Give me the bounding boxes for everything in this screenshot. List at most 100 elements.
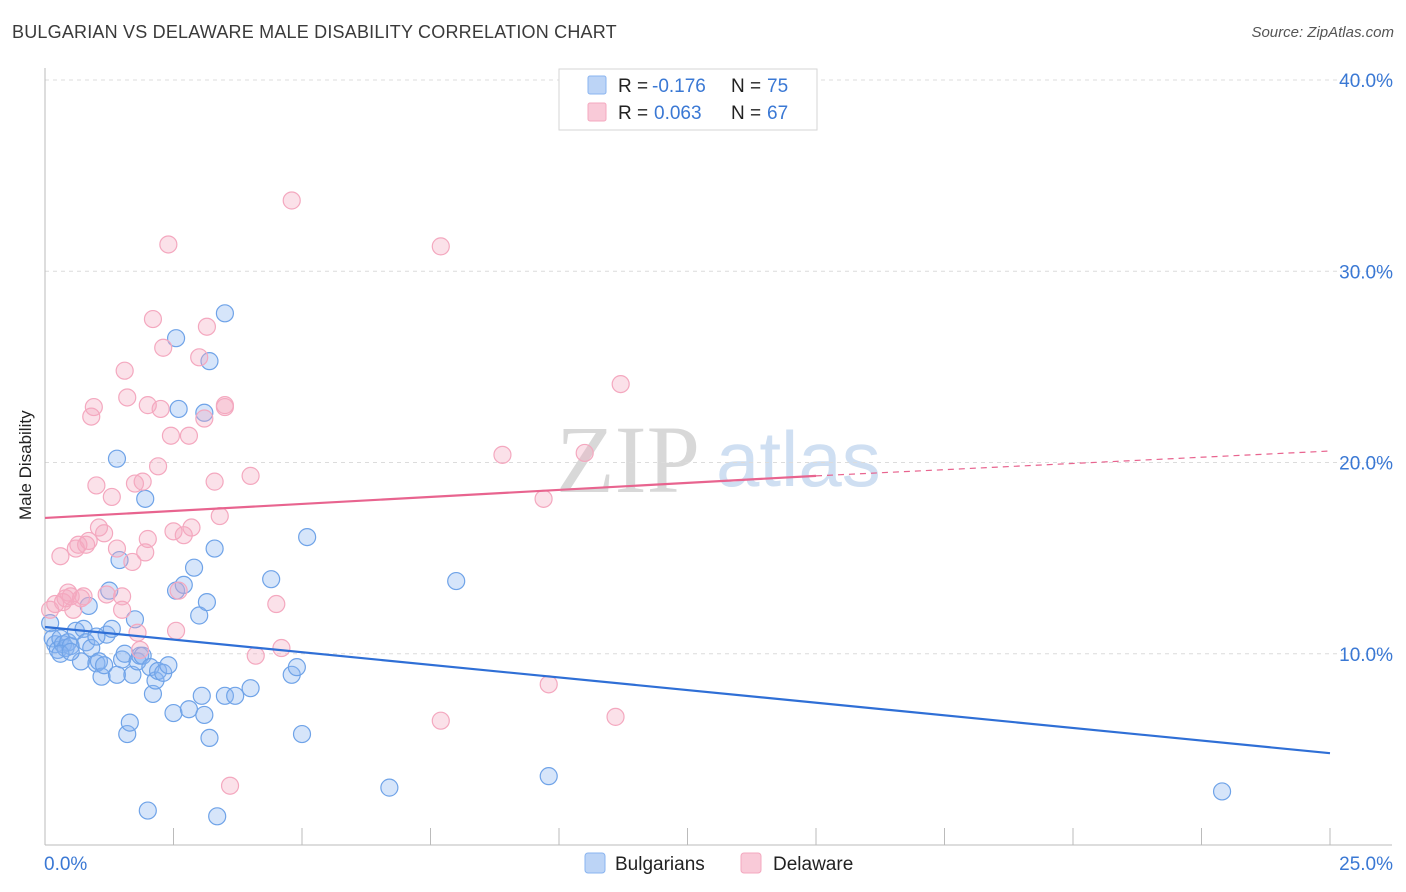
delaware-point [282, 191, 301, 210]
bulgarians-point [226, 686, 245, 705]
grid [45, 79, 1392, 655]
delaware-point [143, 309, 163, 329]
delaware-point [69, 535, 88, 554]
delaware-point [611, 374, 630, 394]
bulgarians-point [174, 575, 193, 595]
tick-labels: 40.0% 30.0% 20.0% 10.0% 0.0% 25.0% [44, 71, 1393, 875]
delaware-point [195, 409, 214, 428]
y-tick-label: 20.0% [1339, 454, 1393, 475]
bulgarians-point [215, 686, 234, 705]
delaware-point [130, 640, 150, 660]
delaware-point [138, 529, 157, 549]
delaware-point [154, 338, 173, 357]
delaware-point [136, 543, 155, 562]
legend-r-value-1: -0.176 [652, 76, 706, 97]
legend-n-value-1: 75 [767, 76, 788, 97]
legend-r-label-1: R = [618, 76, 648, 97]
bulgarians-point [164, 703, 183, 723]
delaware-point [133, 472, 152, 491]
bulgarians-point [190, 606, 209, 625]
delaware-point [606, 707, 625, 726]
delaware-point [87, 476, 106, 495]
delaware-point [112, 587, 132, 606]
delaware-point [205, 472, 224, 491]
bulgarians-point [380, 778, 399, 797]
delaware-point [159, 235, 178, 254]
bulgarians-point [118, 724, 137, 744]
bulgarians-point [197, 593, 217, 612]
delaware-point [148, 457, 168, 476]
delaware-point [179, 426, 199, 445]
bulgarians-point [95, 656, 114, 675]
bulgarians-point [292, 724, 312, 744]
bulgarians-point [447, 571, 466, 591]
bulgarians-point [195, 403, 214, 422]
watermark-atlas: atlas [716, 415, 881, 503]
bulgarians-point [215, 304, 234, 323]
bulgarians-point [205, 539, 224, 558]
bulgarians-point [77, 633, 96, 652]
delaware-point [107, 539, 127, 558]
bulgarians-point [61, 642, 80, 661]
delaware-point [534, 489, 553, 508]
bulgarians-point [241, 679, 260, 698]
delaware-point [118, 388, 137, 407]
legend-n-label-1: N = [731, 76, 761, 97]
bulgarians-point [195, 705, 214, 725]
bulgarians-point [192, 686, 211, 705]
delaware-point [272, 638, 291, 658]
delaware-point [431, 237, 450, 256]
bulgarians-point [123, 665, 142, 684]
bulgarians-point [184, 558, 204, 577]
delaware-point [493, 445, 512, 464]
delaware-trend-line [44, 474, 817, 520]
delaware-points [41, 191, 630, 795]
watermark-zip: ZIP [556, 406, 700, 513]
legend-bottom-swatch-bulgarians [584, 852, 606, 874]
legend-top-swatch-pink [587, 102, 607, 122]
bulgarians-point [166, 329, 186, 348]
bulgarians-point [200, 352, 219, 371]
delaware-trend-line-extension [815, 450, 1331, 477]
legend-bottom-label-bulgarians: Bulgarians [615, 854, 705, 875]
delaware-point [89, 518, 109, 537]
delaware-point [71, 589, 91, 608]
delaware-point [79, 531, 98, 551]
bulgarians-trend-line [44, 625, 1331, 755]
delaware-point [197, 317, 217, 336]
chart-source: Source: ZipAtlas.com [1251, 24, 1394, 41]
legend-bottom-label-delaware: Delaware [773, 854, 853, 875]
delaware-point [161, 426, 181, 445]
delaware-point [97, 585, 116, 604]
delaware-point [210, 506, 229, 526]
bulgarians-points [41, 304, 1232, 826]
legend-r-value-2: 0.063 [654, 103, 702, 124]
bulgarians-point [1212, 782, 1232, 801]
axes [44, 68, 1392, 846]
bulgarians-point [79, 596, 98, 616]
legend-r-label-2: R = [618, 103, 648, 124]
bulgarians-point [107, 665, 127, 684]
delaware-point [51, 547, 70, 566]
bulgarians-point [208, 807, 227, 826]
legend-bottom: Bulgarians Delaware [584, 852, 853, 875]
delaware-point [169, 581, 188, 600]
delaware-point [115, 361, 134, 380]
y-tick-label: 30.0% [1339, 262, 1393, 283]
legend-top-swatch-blue [587, 75, 607, 95]
delaware-point [182, 518, 201, 537]
legend-top: R = -0.176 N = 75 R = 0.063 N = 67 [558, 68, 818, 131]
bulgarians-point [120, 713, 139, 732]
bulgarians-point [298, 527, 317, 547]
delaware-point [190, 348, 209, 367]
bulgarians-point [159, 656, 178, 675]
bulgarians-point [262, 570, 281, 589]
delaware-point [164, 522, 183, 541]
x-tick-label-min: 0.0% [44, 854, 87, 875]
bulgarians-point [143, 684, 163, 704]
bulgarians-point [138, 801, 157, 820]
legend-n-label-2: N = [731, 103, 761, 124]
delaware-point [575, 443, 594, 463]
delaware-point [95, 524, 114, 543]
